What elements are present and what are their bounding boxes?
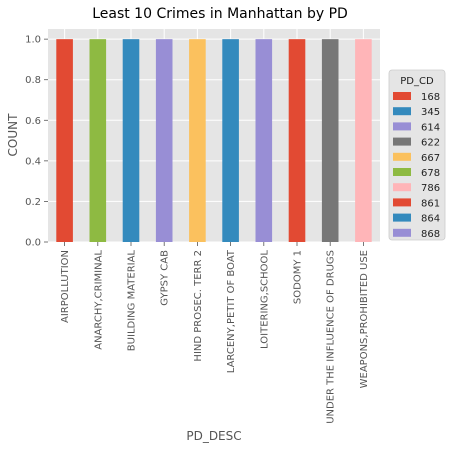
bar xyxy=(89,39,107,243)
legend-label: 864 xyxy=(421,214,440,225)
x-tick-label: LARCENY,PETIT OF BOAT xyxy=(226,249,237,373)
legend-label: 168 xyxy=(421,92,440,103)
bar xyxy=(189,39,206,243)
legend-swatch xyxy=(393,168,411,176)
legend-label: 786 xyxy=(421,183,440,194)
bar xyxy=(222,39,239,243)
legend-label: 667 xyxy=(421,153,440,164)
x-tick-label: LOITERING,SCHOOL xyxy=(259,250,270,349)
legend: PD_CD 168 345 614 622 667 678 786 861 864 868 xyxy=(388,69,446,241)
legend-swatch xyxy=(393,92,411,100)
legend-label: 861 xyxy=(421,198,440,209)
legend-label: 678 xyxy=(421,168,440,179)
chart-title: Least 10 Crimes in Manhattan by PD xyxy=(92,6,348,22)
legend-swatch xyxy=(393,137,411,146)
x-tick-label: HIND PROSEC. TERR 2 xyxy=(193,250,204,362)
y-tick-label: 1.0 xyxy=(25,35,41,46)
legend-label: 345 xyxy=(421,107,440,118)
bar xyxy=(56,39,73,243)
y-tick-label: 0.0 xyxy=(25,238,41,249)
y-axis-label: COUNT xyxy=(6,113,20,157)
bar xyxy=(255,39,273,243)
legend-swatch xyxy=(393,152,411,161)
x-tick-label: GYPSY CAB xyxy=(160,250,171,306)
bar xyxy=(122,39,140,243)
bar xyxy=(288,39,306,243)
legend-swatch xyxy=(393,107,411,116)
bar xyxy=(355,39,372,243)
bar xyxy=(155,39,173,243)
bar xyxy=(321,39,339,243)
legend-label: 868 xyxy=(421,229,440,240)
x-tick-label: UNDER THE INFLUENCE OF DRUGS xyxy=(326,250,337,424)
x-tick-label: ANARCHY,CRIMINAL xyxy=(93,250,104,350)
legend-label: 614 xyxy=(421,122,440,133)
bars-group xyxy=(56,39,372,243)
legend-label: 622 xyxy=(421,138,440,149)
x-axis-ticks: AIRPOLLUTION ANARCHY,CRIMINAL BUILDING MAT… xyxy=(60,242,370,424)
x-tick-label: BUILDING MATERIAL xyxy=(127,250,138,352)
x-tick-label: AIRPOLLUTION xyxy=(60,250,71,323)
y-tick-label: 0.6 xyxy=(25,116,41,127)
y-tick-label: 0.2 xyxy=(25,197,41,208)
y-tick-label: 0.4 xyxy=(25,156,41,167)
x-axis-label: PD_DESC xyxy=(186,429,241,443)
legend-swatch xyxy=(393,198,411,207)
legend-swatch xyxy=(393,213,411,222)
legend-items: 168 345 614 622 667 678 786 861 864 868 xyxy=(393,92,440,240)
legend-title: PD_CD xyxy=(400,76,434,87)
y-tick-label: 0.8 xyxy=(25,75,41,86)
x-tick-label: SODOMY 1 xyxy=(293,250,304,304)
y-axis-ticks: 0.0 0.2 0.4 0.6 0.8 1.0 xyxy=(25,35,48,249)
legend-swatch xyxy=(393,183,411,192)
x-tick-label: WEAPONS,PROHIBITED USE xyxy=(359,250,370,388)
legend-swatch xyxy=(393,228,411,237)
legend-swatch xyxy=(393,122,411,131)
